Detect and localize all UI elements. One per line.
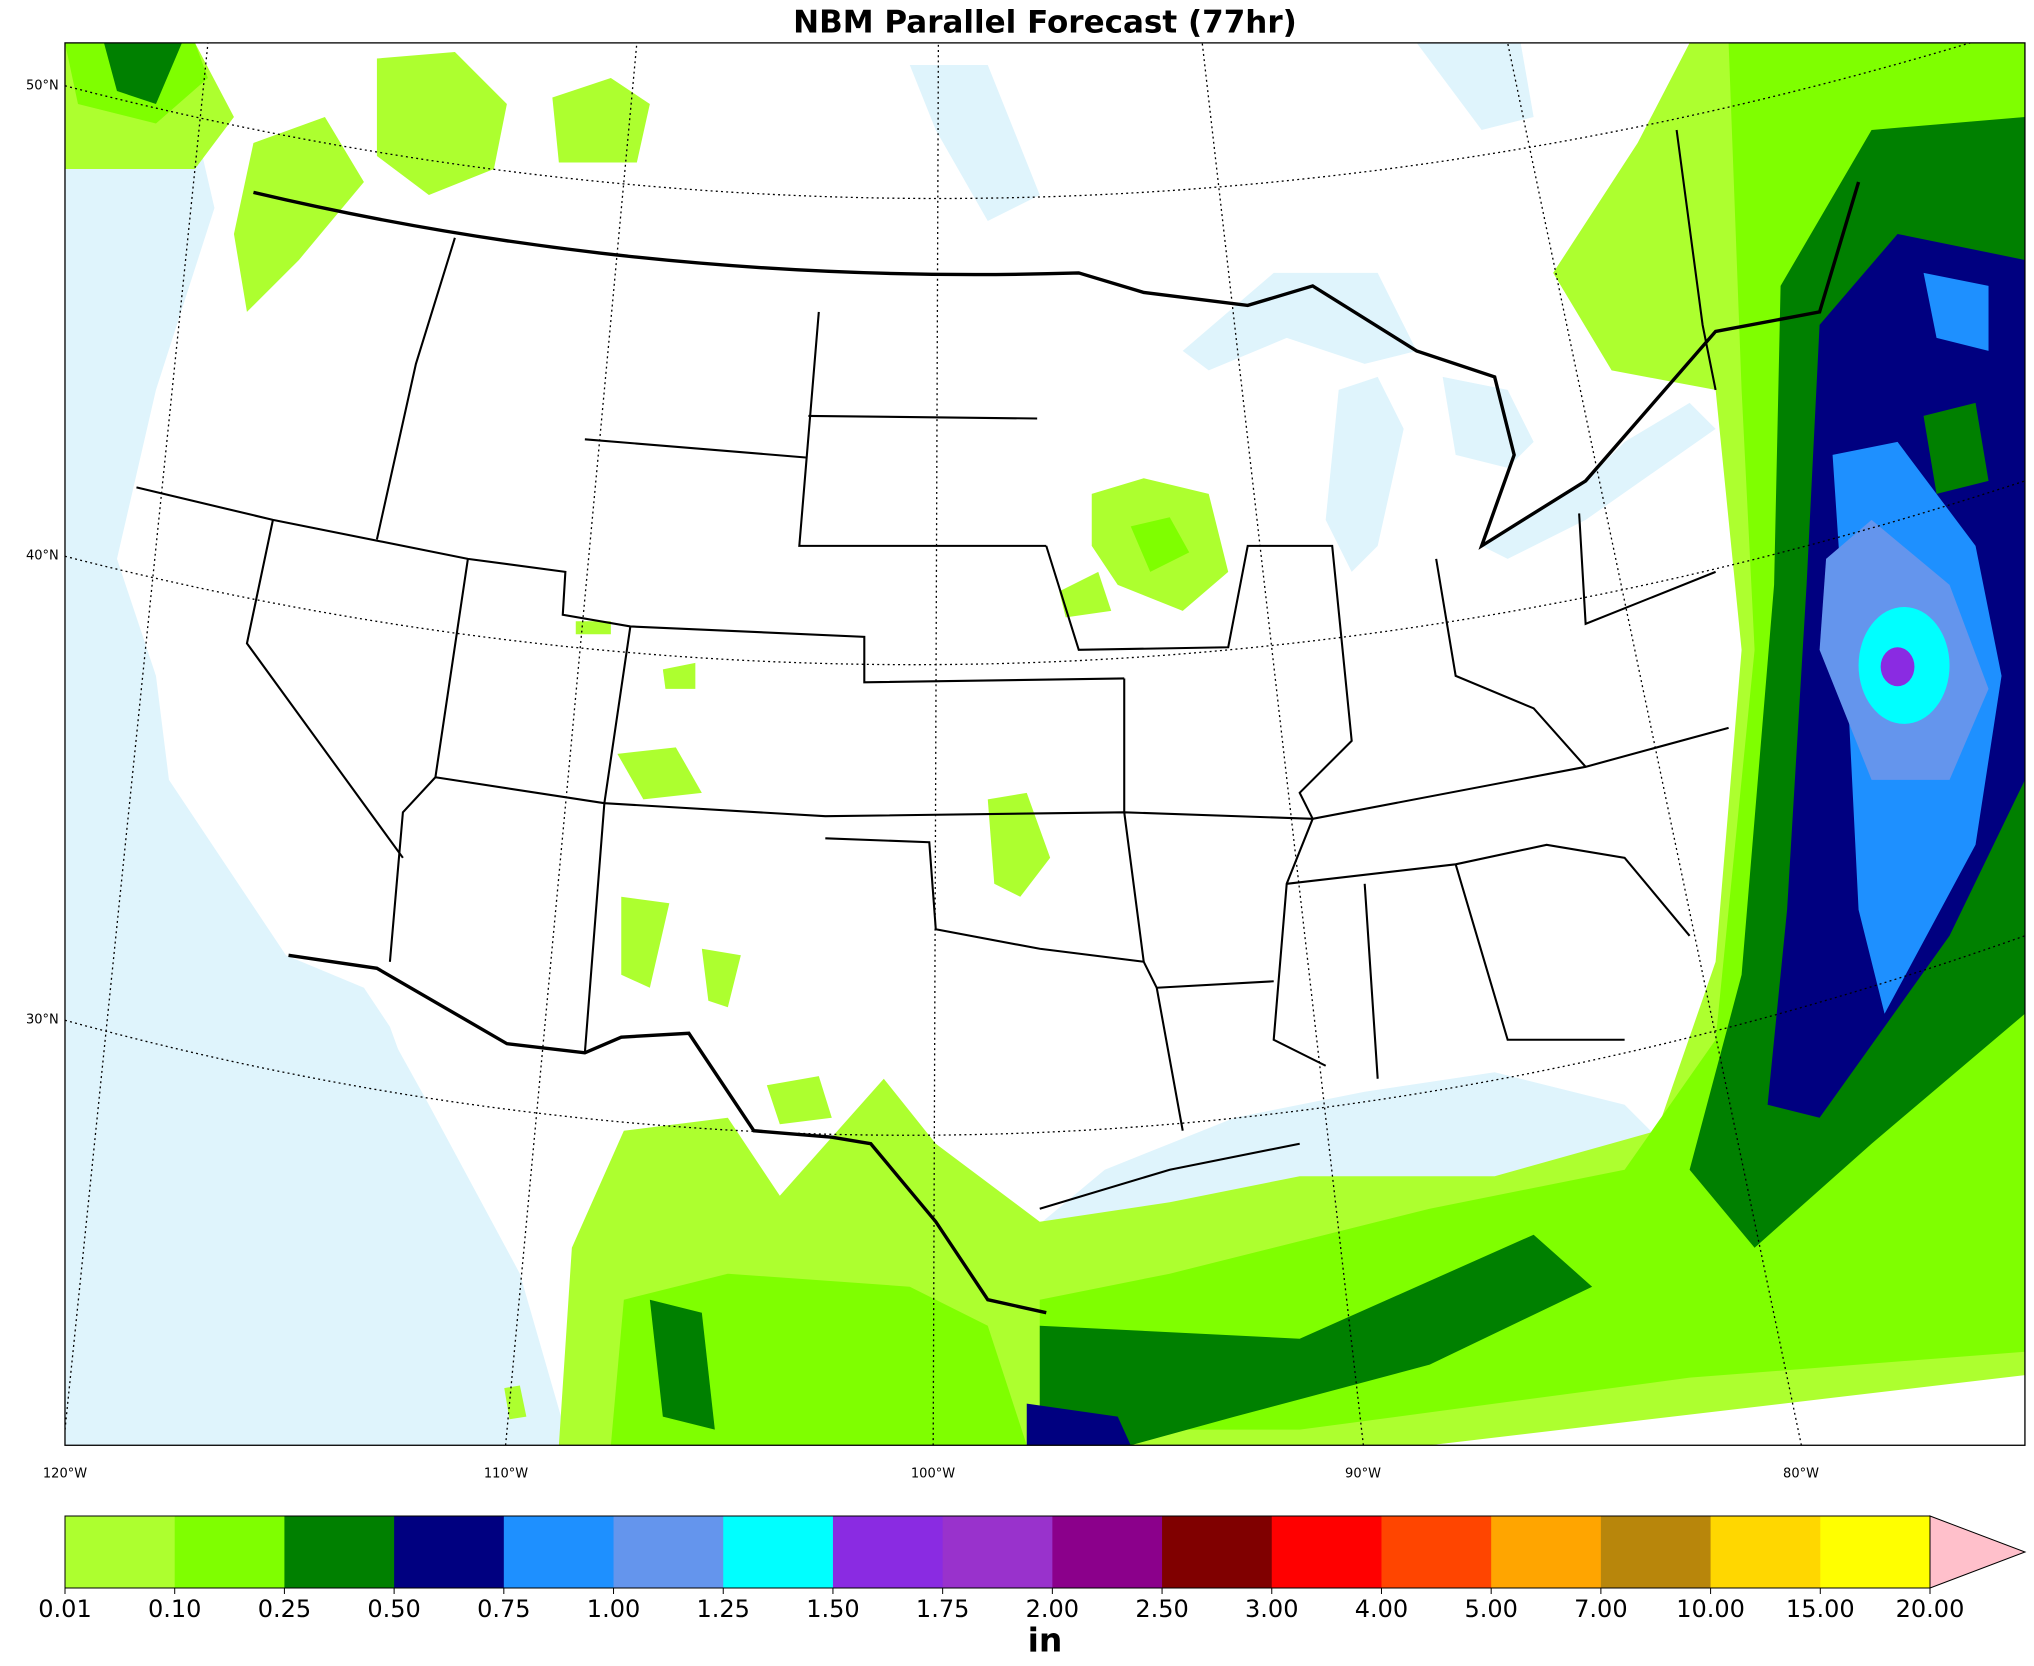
title: NBM Parallel Forecast (77hr) xyxy=(793,5,1297,41)
colorbar-segment xyxy=(503,1516,615,1588)
colorbar-tick-label: 0.25 xyxy=(258,1595,311,1623)
colorbar-extension xyxy=(1929,1515,2027,1589)
colorbar-segment xyxy=(284,1516,395,1588)
colorbar-tick-label: 20.00 xyxy=(1896,1595,1965,1623)
colorbar-segment xyxy=(723,1516,834,1588)
lat-label: 50°N xyxy=(26,79,59,94)
colorbar-tick-label: 0.75 xyxy=(477,1595,530,1623)
colorbar-tick-label: 0.01 xyxy=(38,1595,91,1623)
colorbar-tick-label: 0.10 xyxy=(148,1595,201,1623)
colorbar-segment xyxy=(942,1516,1053,1588)
lat-labels: 50°N 40°N 30°N xyxy=(26,79,59,1028)
colorbar-segment xyxy=(1381,1516,1492,1588)
colorbar-segment xyxy=(613,1516,724,1588)
colorbar-tick-label: 10.00 xyxy=(1676,1595,1745,1623)
colorbar-tick-label: 5.00 xyxy=(1464,1595,1517,1623)
colorbar-segment xyxy=(1820,1516,1931,1588)
colorbar-tick-label: 4.00 xyxy=(1355,1595,1408,1623)
colorbar-tick-label: 2.50 xyxy=(1135,1595,1188,1623)
colorbar-tick-label: 3.00 xyxy=(1245,1595,1298,1623)
colorbar-tick-label: 1.50 xyxy=(806,1595,859,1623)
colorbar-tick-label: 0.50 xyxy=(367,1595,420,1623)
colorbar-segment xyxy=(1271,1516,1382,1588)
colorbar-segment xyxy=(1600,1516,1712,1588)
colorbar: 0.01 0.10 0.25 0.50 0.75 1.00 1.25 1.50 1.75 2.00… xyxy=(38,1515,2027,1623)
colorbar-segment xyxy=(1052,1516,1163,1588)
colorbar-segment xyxy=(832,1516,944,1588)
colorbar-segment xyxy=(394,1516,505,1588)
colorbar-unit: in xyxy=(1028,1621,1063,1660)
colorbar-segment xyxy=(1710,1516,1821,1588)
colorbar-segment xyxy=(1162,1516,1273,1588)
colorbar-tick-label: 1.25 xyxy=(697,1595,750,1623)
colorbar-tick-label: 1.75 xyxy=(916,1595,969,1623)
colorbar-segment xyxy=(1491,1516,1602,1588)
lon-labels: 120°W 110°W 100°W 90°W 80°W xyxy=(43,1467,1819,1482)
lat-label: 30°N xyxy=(26,1013,59,1028)
lon-label: 80°W xyxy=(1783,1467,1819,1482)
colorbar-frame xyxy=(64,1515,1931,1589)
colorbar-segment xyxy=(65,1516,176,1588)
colorbar-tick-label: 15.00 xyxy=(1786,1595,1855,1623)
colorbar-segment xyxy=(174,1516,285,1588)
colorbar-tick-label: 7.00 xyxy=(1574,1595,1627,1623)
lat-label: 40°N xyxy=(26,549,59,564)
colorbar-tick-label: 2.00 xyxy=(1026,1595,1079,1623)
map xyxy=(64,42,2026,1446)
lon-label: 90°W xyxy=(1345,1467,1381,1482)
lon-label: 100°W xyxy=(911,1467,955,1482)
lon-label: 110°W xyxy=(484,1467,528,1482)
lon-label: 120°W xyxy=(43,1467,87,1482)
colorbar-tick-label: 1.00 xyxy=(587,1595,640,1623)
